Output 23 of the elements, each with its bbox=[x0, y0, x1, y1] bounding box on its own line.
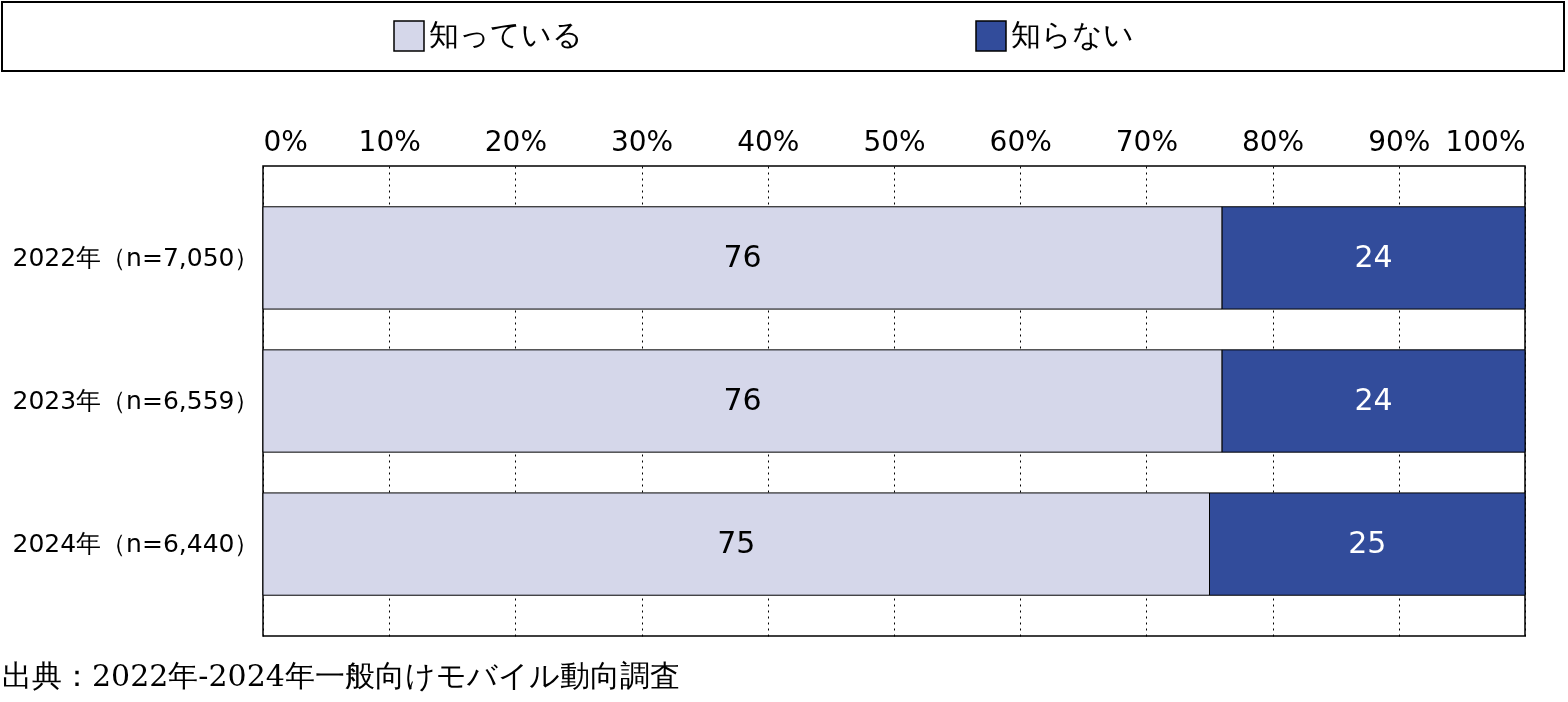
data-label: 24 bbox=[1354, 382, 1393, 417]
y-tick-label: 2022年（n=7,050） bbox=[12, 242, 260, 272]
y-tick-label: 2024年（n=6,440） bbox=[12, 529, 260, 559]
data-label: 76 bbox=[723, 238, 762, 274]
data-label: 25 bbox=[1348, 525, 1387, 561]
x-tick-label: 70% bbox=[1115, 124, 1179, 158]
data-label: 24 bbox=[1354, 238, 1393, 274]
x-tick-label: 20% bbox=[484, 124, 548, 158]
x-tick-label: 90% bbox=[1368, 124, 1431, 158]
x-tick-label: 50% bbox=[863, 124, 926, 158]
x-tick-label: 80% bbox=[1241, 124, 1305, 158]
x-tick-label: 60% bbox=[989, 124, 1052, 158]
x-tick-label: 0% bbox=[263, 124, 308, 158]
source-note: 出典：2022年-2024年一般向けモバイル動向調査 bbox=[2, 657, 680, 695]
x-tick-label: 10% bbox=[358, 124, 421, 158]
x-tick-label: 30% bbox=[610, 124, 674, 158]
x-tick-label: 40% bbox=[737, 124, 800, 158]
legend-label: 知らない bbox=[1011, 17, 1134, 52]
legend-label: 知っている bbox=[429, 17, 583, 52]
x-tick-label: 100% bbox=[1445, 124, 1526, 158]
data-label: 75 bbox=[717, 525, 756, 561]
y-tick-label: 2023年（n=6,559） bbox=[12, 386, 260, 415]
data-label: 76 bbox=[723, 382, 762, 417]
